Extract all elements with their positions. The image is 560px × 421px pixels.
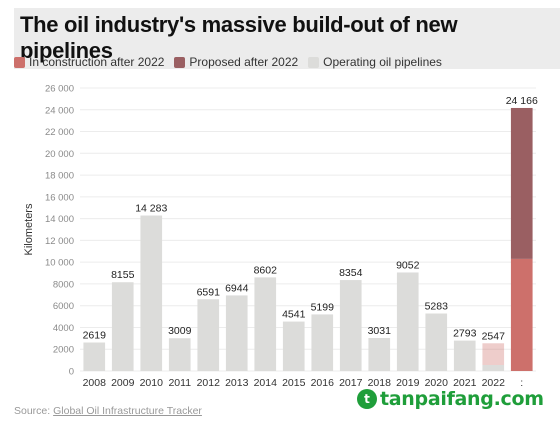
legend-swatch-proposed <box>174 56 186 68</box>
y-tick-label: 22 000 <box>45 127 74 138</box>
bar-2016-series-0 <box>311 314 334 371</box>
data-label-2008: 2619 <box>83 329 107 341</box>
legend-label-proposed: Proposed after 2022 <box>189 55 299 69</box>
bar-2019-series-0 <box>396 272 419 371</box>
y-tick-label: 14 000 <box>45 214 74 225</box>
y-tick-label: 20 000 <box>45 149 74 160</box>
x-tick-label: 2018 <box>368 377 392 389</box>
x-tick-label: 2010 <box>140 377 164 389</box>
bar-2013-series-0 <box>225 295 248 371</box>
data-label-2012: 6591 <box>197 286 221 298</box>
y-tick-label: 4000 <box>53 323 74 334</box>
brand-watermark: t tanpaifang.com <box>357 388 544 410</box>
y-tick-label: 26 000 <box>45 84 74 95</box>
legend-item-in-construction: In construction after 2022 <box>14 55 164 69</box>
bar-2012-series-0 <box>197 299 220 371</box>
bar-2014-series-0 <box>254 277 277 371</box>
data-label-2021: 2793 <box>453 328 477 340</box>
bar-2022-series-0 <box>482 365 505 371</box>
x-tick-label: 2013 <box>225 377 249 389</box>
x-tick-label: 2020 <box>425 377 449 389</box>
bar-2010-series-0 <box>140 215 163 371</box>
data-label-2016: 5199 <box>311 301 335 313</box>
x-tick-label: 2011 <box>168 377 191 389</box>
y-tick-label: 24 000 <box>45 105 74 116</box>
data-label-2014: 8602 <box>254 264 278 276</box>
x-tick-label: 2016 <box>311 377 335 389</box>
x-tick-label: 2017 <box>339 377 363 389</box>
bar-2022-series-1 <box>482 343 505 366</box>
brand-logo-icon: t <box>357 389 377 409</box>
bar-:-series-1 <box>510 258 533 371</box>
data-label-2019: 9052 <box>396 259 420 271</box>
data-label-2011: 3009 <box>168 325 192 337</box>
data-label-2013: 6944 <box>225 282 249 294</box>
x-tick-label: : <box>520 377 523 389</box>
data-label-2017: 8354 <box>339 267 363 279</box>
brand-text: tanpaifang.com <box>380 388 544 410</box>
data-label-2015: 4541 <box>282 309 306 321</box>
x-tick-label: 2012 <box>197 377 221 389</box>
legend-label-operating: Operating oil pipelines <box>323 55 442 69</box>
data-label-2010: 14 283 <box>135 203 167 215</box>
y-tick-label: 8000 <box>53 279 74 290</box>
source-link[interactable]: Global Oil Infrastructure Tracker <box>53 405 202 417</box>
bar-2020-series-0 <box>425 313 448 371</box>
y-axis-label: Kilometers <box>23 203 35 255</box>
legend-item-operating: Operating oil pipelines <box>308 55 442 69</box>
legend-swatch-operating <box>308 56 320 68</box>
title-wrap: The oil industry's massive build-out of … <box>14 8 560 69</box>
bar-2011-series-0 <box>168 338 191 371</box>
bar-2018-series-0 <box>368 338 391 371</box>
x-tick-label: 2021 <box>453 377 477 389</box>
source-prefix: Source: <box>14 405 54 417</box>
x-tick-label: 2014 <box>254 377 278 389</box>
data-label-2022: 2547 <box>482 330 506 342</box>
legend-item-proposed: Proposed after 2022 <box>174 55 298 69</box>
data-label-2018: 3031 <box>368 325 392 337</box>
data-label-2009: 8155 <box>111 269 135 281</box>
y-tick-label: 18 000 <box>45 171 74 182</box>
bar-2009-series-0 <box>111 282 134 371</box>
x-tick-label: 2009 <box>111 377 135 389</box>
bar-2015-series-0 <box>282 321 305 371</box>
source-note: Source: Global Oil Infrastructure Tracke… <box>14 405 202 417</box>
y-tick-label: 2000 <box>53 345 74 356</box>
bar-2008-series-0 <box>83 342 106 371</box>
y-tick-label: 0 <box>69 367 74 378</box>
data-label-2020: 5283 <box>425 300 449 312</box>
bar-:-series-2 <box>510 107 533 259</box>
y-tick-label: 10 000 <box>45 258 74 269</box>
bar-2017-series-0 <box>339 280 362 371</box>
x-tick-label: 2015 <box>282 377 306 389</box>
legend-label-in-construction: In construction after 2022 <box>29 55 165 69</box>
chart-title: The oil industry's massive build-out of … <box>14 8 560 69</box>
x-tick-label: 2008 <box>83 377 107 389</box>
y-tick-label: 6000 <box>53 301 74 312</box>
x-tick-label: 2022 <box>482 377 506 389</box>
y-tick-label: 12 000 <box>45 236 74 247</box>
legend: In construction after 2022 Proposed afte… <box>14 55 442 69</box>
bar-2021-series-0 <box>453 340 476 371</box>
data-label-:: 24 166 <box>506 95 538 107</box>
legend-swatch-in-construction <box>14 56 25 68</box>
x-tick-label: 2019 <box>396 377 420 389</box>
y-tick-label: 16 000 <box>45 192 74 203</box>
